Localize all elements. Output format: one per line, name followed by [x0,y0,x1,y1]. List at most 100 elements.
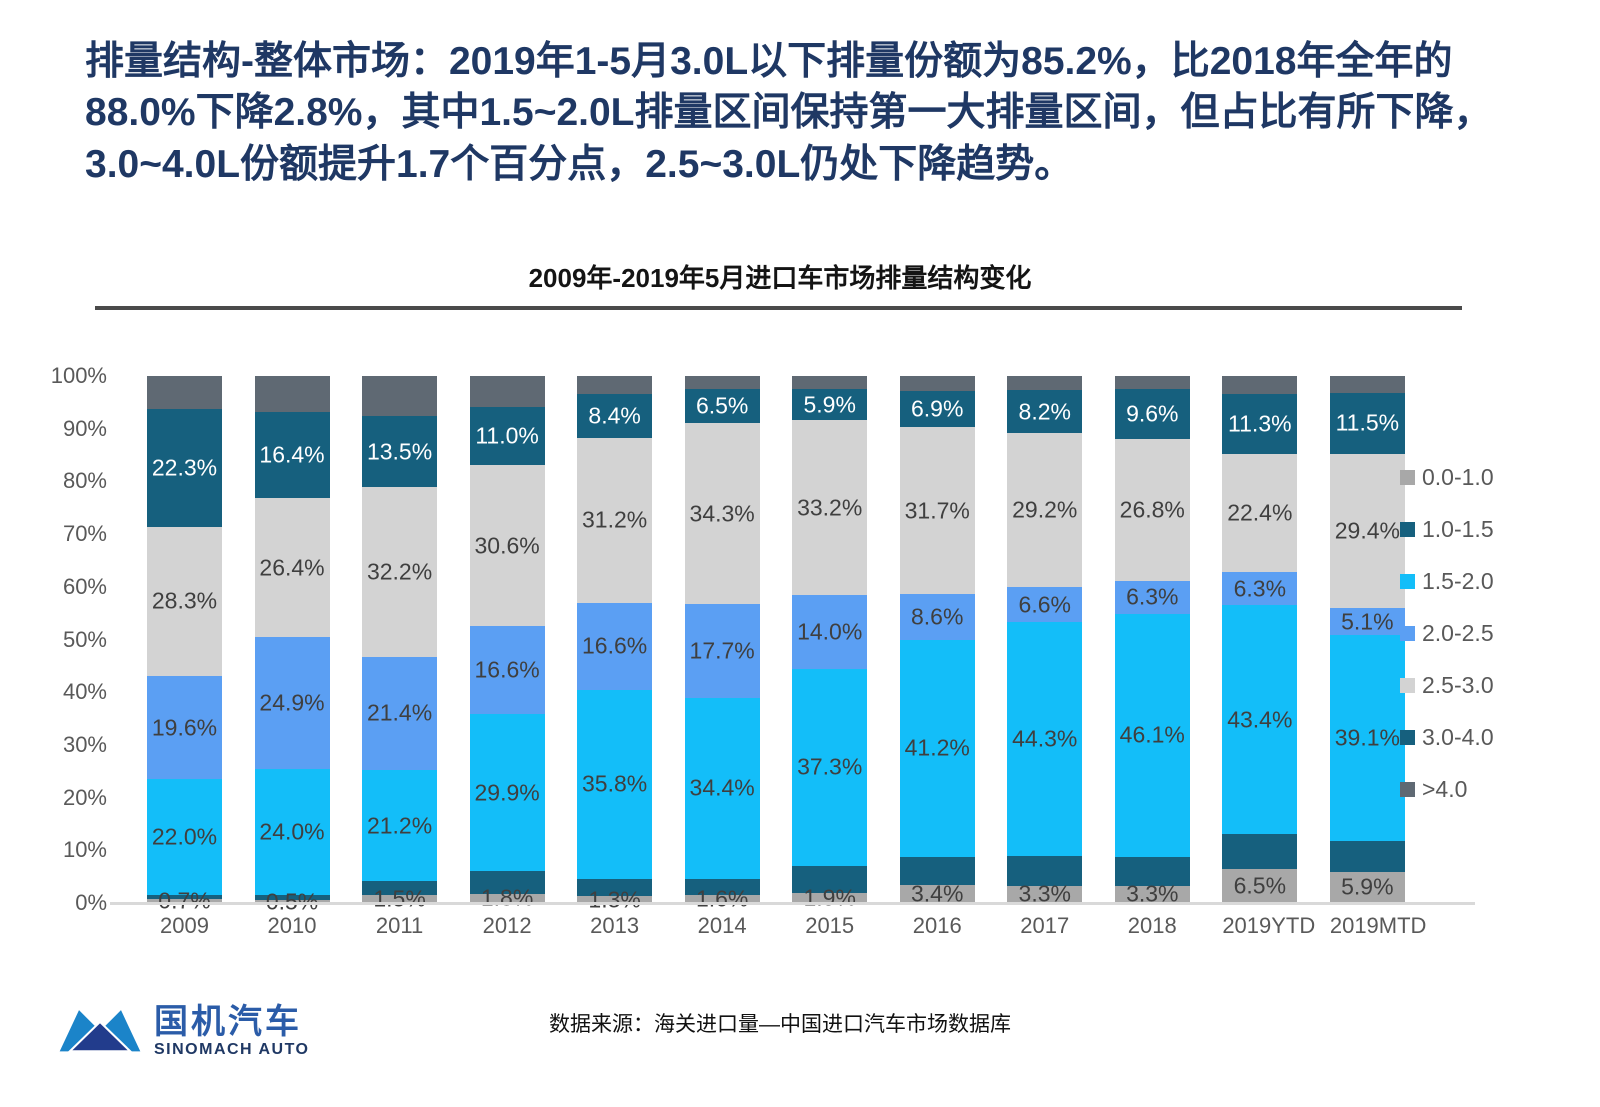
data-source-note: 数据来源：海关进口量—中国进口汽车市场数据库 [549,1013,1011,1036]
x-axis-label: 2015 [805,913,855,938]
segment-label: 21.4% [366,699,433,726]
segment-3.0-4.0: 6.9% [899,390,975,428]
legend-label: 1.0-1.5 [1422,515,1494,542]
segment-3.0-4.0: 6.5% [684,389,760,424]
x-axis-label: 2016 [912,913,962,938]
segment-2.0-2.5: 16.6% [577,602,653,691]
segment-label: 6.5% [1233,872,1287,899]
segment-1.0-1.5 [147,895,222,900]
segment->4.0 [577,376,653,394]
segment-label: 17.7% [689,637,755,664]
segment-1.5-2.0: 41.2% [899,639,975,857]
segment->4.0 [1007,376,1083,391]
segment-3.0-4.0: 11.0% [469,407,545,466]
segment-label: 26.8% [1119,496,1185,523]
y-axis-tick: 10% [62,837,107,863]
legend-swatch-icon [1400,625,1415,641]
bar-2017: 8.2% 29.2% 6.6% 44.3% 3.3% [1007,376,1083,907]
segment-label: 1.9% [803,884,856,911]
segment-label: 28.3% [151,587,218,614]
legend-item-2.5-3.0: 2.5-3.0 [1400,670,1494,700]
segment-label: 1.3% [588,886,641,913]
bar-2009: 22.3% 28.3% 19.6% 22.0% 0.7% [147,376,222,914]
segment-3.0-4.0: 8.2% [1007,390,1083,434]
segment->4.0 [147,376,222,410]
legend-item-1.0-1.5: 1.0-1.5 [1400,514,1494,544]
y-axis-tick: 80% [62,468,107,494]
x-axis-line [110,902,1475,905]
segment-2.5-3.0: 32.2% [362,487,438,657]
segment->4.0 [684,376,760,390]
segment-2.5-3.0: 33.2% [792,420,868,596]
y-axis-tick: 40% [62,679,107,705]
legend-label: 1.5-2.0 [1422,567,1494,594]
segment-2.5-3.0: 29.2% [1007,433,1083,588]
segment-2.0-2.5: 6.6% [1007,587,1083,623]
segment-1.5-2.0: 34.4% [684,697,760,879]
segment-label: 29.9% [474,779,540,806]
segment-2.5-3.0: 31.2% [577,438,653,603]
segment-0.0-1.0: 5.9% [1329,871,1405,903]
segment-label: 31.7% [904,497,970,524]
legend-label: 3.0-4.0 [1422,723,1494,750]
segment-label: 34.3% [689,500,755,527]
legend-swatch-icon [1400,677,1415,693]
segment-1.0-1.5 [1329,841,1405,872]
segment-label: 29.2% [1012,496,1078,523]
logo-text-en: SINOMACH AUTO [154,1040,310,1058]
segment-1.0-1.5 [577,878,653,897]
segment-label: 16.4% [259,441,325,468]
segment-label: 0.7% [158,887,211,914]
segment-3.0-4.0: 8.4% [577,393,653,439]
legend-swatch-icon [1400,573,1415,589]
x-axis-label: 2010 [267,913,317,938]
x-axis-label: 2014 [697,913,747,938]
bar-2015: 5.9% 33.2% 14.0% 37.3% 1.9% [792,376,868,911]
segment-label: 31.2% [582,506,648,533]
segment-1.5-2.0: 22.0% [147,779,222,896]
segment-label: 24.9% [259,689,325,716]
segment-label: 6.3% [1233,575,1287,602]
segment-label: 8.6% [911,603,964,630]
bar-2010: 16.4% 26.4% 24.9% 24.0% 0.5% [254,376,330,914]
segment-label: 24.0% [259,818,325,845]
legend-swatch-icon [1400,781,1415,797]
segment-2.0-2.5: 16.6% [469,626,545,714]
segment-0.0-1.0: 0.7% [147,888,222,914]
segment-label: 8.2% [1018,398,1071,425]
segment-1.5-2.0: 37.3% [792,669,868,866]
segment-0.0-1.0: 0.5% [254,888,330,914]
legend-item-0.0-1.0: 0.0-1.0 [1400,462,1494,492]
segment-0.0-1.0: 6.5% [1222,868,1298,903]
segment-label: 32.2% [366,558,433,585]
chart-title: 2009年-2019年5月进口车市场排量结构变化 [528,263,1032,293]
segment-1.0-1.5 [1007,855,1083,886]
segment-label: 6.9% [911,395,964,422]
segment-2.0-2.5: 6.3% [1222,572,1298,606]
segment-label: 11.3% [1228,410,1292,437]
legend-swatch-icon [1400,469,1415,485]
segment-label: 1.8% [480,884,534,911]
segment-label: 1.6% [695,885,749,912]
segment-0.0-1.0: 1.8% [469,885,545,911]
segment-label: 6.5% [695,392,749,419]
segment-label: 22.0% [151,823,218,850]
segment-1.0-1.5 [792,865,868,893]
segment-label: 22.3% [151,454,218,481]
segment->4.0 [469,376,545,408]
bar-2013: 8.4% 31.2% 16.6% 35.8% 1.3% [577,376,653,912]
y-axis-tick: 70% [62,521,107,547]
segment-label: 0.5% [266,888,318,915]
x-axis-label: 2012 [482,913,532,938]
segment->4.0 [254,376,330,412]
segment->4.0 [1222,376,1298,395]
segment-label: 22.4% [1227,499,1293,526]
x-axis-label: 2018 [1127,913,1177,938]
segment-3.0-4.0: 5.9% [792,389,868,421]
bar-2016: 6.9% 31.7% 8.6% 41.2% 3.4% [899,376,975,907]
segment-2.5-3.0: 34.3% [684,423,760,605]
segment->4.0 [362,376,438,417]
bar-2012: 11.0% 30.6% 16.6% 29.9% 1.8% [469,376,545,911]
segment-0.0-1.0: 1.6% [684,885,760,911]
